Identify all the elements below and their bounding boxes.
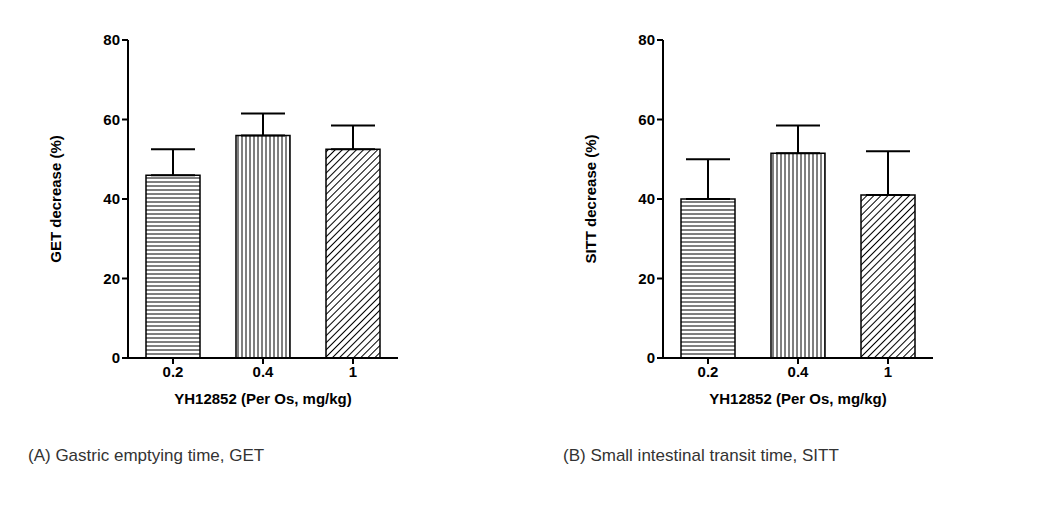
svg-text:80: 80 [103, 31, 120, 48]
svg-text:0.4: 0.4 [253, 363, 275, 380]
svg-text:80: 80 [638, 31, 655, 48]
svg-text:0.2: 0.2 [163, 363, 184, 380]
svg-text:1: 1 [884, 363, 892, 380]
html-text:(B) Small intestinal transit t: (B) Small intestinal transit time, SITT [563, 446, 839, 465]
svg-text:0.2: 0.2 [698, 363, 719, 380]
svg-text:20: 20 [103, 270, 120, 287]
svg-text:1: 1 [349, 363, 357, 380]
svg-text:60: 60 [103, 111, 120, 128]
svg-text:GET decrease (%): GET decrease (%) [47, 135, 64, 263]
svg-text:60: 60 [638, 111, 655, 128]
svg-text:0: 0 [647, 349, 655, 366]
svg-text:SITT decrease (%): SITT decrease (%) [582, 134, 599, 263]
svg-text:40: 40 [103, 190, 120, 207]
svg-text:0.4: 0.4 [788, 363, 810, 380]
svg-text:YH12852 (Per Os, mg/kg): YH12852 (Per Os, mg/kg) [709, 390, 887, 407]
svg-text:0: 0 [112, 349, 120, 366]
svg-text:20: 20 [638, 270, 655, 287]
html-text:(A) Gastric emptying time, GET: (A) Gastric emptying time, GET [28, 446, 265, 465]
svg-text:40: 40 [638, 190, 655, 207]
svg-text:YH12852 (Per Os, mg/kg): YH12852 (Per Os, mg/kg) [174, 390, 352, 407]
